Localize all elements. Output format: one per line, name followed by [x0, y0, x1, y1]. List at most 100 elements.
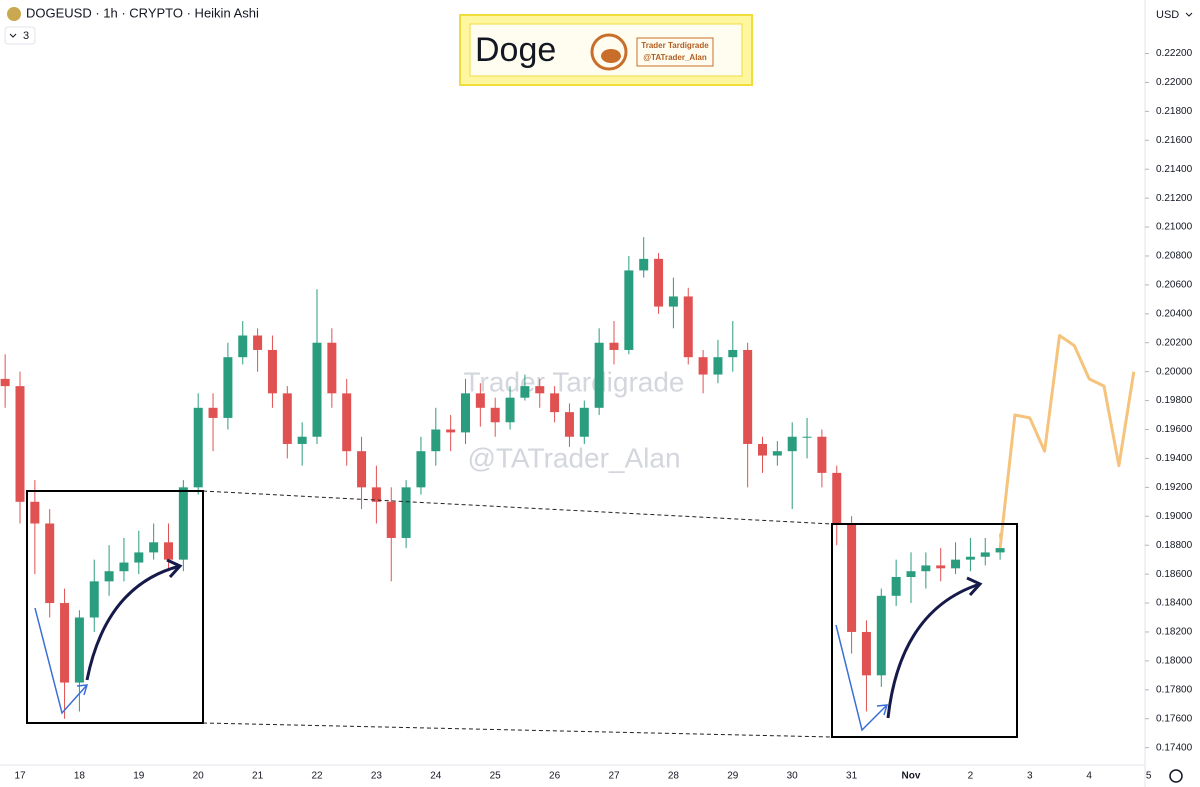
x-tick-label: 22: [311, 771, 323, 782]
candle-body: [134, 552, 144, 563]
candle-body: [758, 443, 767, 456]
arrowhead: [876, 704, 889, 716]
candle-body: [386, 501, 396, 538]
x-tick-label: 19: [133, 771, 145, 782]
y-tick-label: 0.21400: [1156, 164, 1193, 175]
candle-body: [45, 523, 55, 604]
candle-body: [535, 386, 545, 394]
candle-body: [847, 523, 857, 632]
candle-body: [223, 357, 233, 418]
y-tick-label: 0.22200: [1156, 48, 1193, 59]
y-tick-label: 0.19800: [1156, 395, 1193, 406]
curved-arrow: [85, 564, 181, 681]
candle-body: [104, 571, 114, 582]
pattern-box: [26, 490, 204, 724]
arrowhead: [966, 576, 983, 597]
y-tick-label: 0.17800: [1156, 684, 1193, 695]
y-tick-label: 0.21800: [1156, 106, 1193, 117]
candle-body: [951, 559, 961, 569]
y-tick-label: 0.19400: [1156, 453, 1193, 464]
candle-body: [490, 407, 500, 423]
candle-body: [342, 393, 352, 452]
candle-body: [74, 617, 84, 683]
y-tick-label: 0.19600: [1156, 424, 1193, 435]
candle-body: [564, 412, 574, 437]
candle-body: [60, 603, 70, 683]
candle-body: [980, 552, 990, 557]
blue-v-line: [835, 624, 888, 732]
pattern-box: [831, 523, 1018, 738]
brand-logo: [590, 33, 628, 71]
candle-body: [772, 451, 782, 456]
candle-body: [15, 386, 25, 502]
chart-title: DOGEUSD · 1h · CRYPTO · Heikin Ashi: [26, 5, 259, 20]
x-tick-label: 20: [193, 771, 205, 782]
y-tick-label: 0.18200: [1156, 627, 1193, 638]
candle-body: [550, 393, 560, 413]
y-tick-label: 0.20400: [1156, 308, 1193, 319]
x-tick-label: 18: [74, 771, 86, 782]
box-brand: Trader Tardigrade: [641, 41, 709, 50]
arrowhead: [166, 558, 183, 579]
candle-body: [802, 436, 812, 438]
candle-body: [461, 393, 470, 433]
candle-body: [475, 393, 485, 408]
candle-body: [30, 501, 40, 524]
x-tick-label: 31: [846, 771, 858, 782]
candle-body: [668, 296, 678, 307]
candle-body: [861, 631, 871, 676]
candle-body: [891, 577, 901, 596]
candle-body: [297, 436, 307, 444]
x-tick-label: 23: [371, 771, 383, 782]
settings-icon[interactable]: [1169, 769, 1183, 783]
candle-body: [238, 335, 248, 358]
candle-body: [995, 548, 1005, 553]
x-tick-label: Nov: [902, 771, 921, 782]
candle-body: [817, 436, 827, 473]
candle-body: [505, 397, 515, 423]
candle-body: [446, 429, 456, 433]
candle-body: [832, 472, 842, 524]
y-tick-label: 0.18800: [1156, 540, 1193, 551]
annotations: [26, 490, 1018, 738]
blue-v-line: [34, 607, 88, 715]
indicator-toggle[interactable]: [4, 26, 36, 45]
box-handle: @TATrader_Alan: [643, 53, 707, 62]
x-tick-label: 27: [608, 771, 620, 782]
candle-body: [357, 451, 367, 488]
candle-body: [89, 581, 99, 618]
candle-body: [253, 335, 263, 350]
currency-label[interactable]: USD: [1156, 9, 1179, 21]
x-tick-label: 21: [252, 771, 264, 782]
candle-body: [267, 349, 277, 394]
projection-line: [998, 334, 1136, 549]
candle-body: [639, 258, 649, 271]
x-tick-label: 4: [1086, 771, 1092, 782]
candle-body: [654, 258, 664, 307]
y-tick-label: 0.17400: [1156, 742, 1193, 753]
candle-body: [936, 565, 946, 569]
candle-body: [401, 487, 411, 538]
y-tick-label: 0.20600: [1156, 280, 1193, 291]
candle-body: [520, 386, 530, 398]
x-tick-label: 30: [787, 771, 799, 782]
arrowhead: [76, 684, 89, 696]
candle-body: [713, 357, 723, 375]
axes: 0.17400 0.17600 0.17800 0.18000 0.18200 0.184…: [14, 48, 1192, 781]
x-tick-label: 5: [1146, 771, 1152, 782]
x-tick-label: 28: [668, 771, 680, 782]
candle-body: [119, 562, 129, 572]
candle-body: [876, 595, 886, 676]
y-tick-label: 0.21200: [1156, 193, 1193, 204]
candle-body: [683, 296, 693, 358]
candle-body: [149, 542, 159, 553]
candle-body: [787, 436, 797, 452]
y-tick-label: 0.17600: [1156, 713, 1193, 724]
brand-box: [636, 37, 714, 67]
brand-logo: [601, 49, 621, 63]
y-tick-label: 0.18600: [1156, 569, 1193, 580]
candle-body: [921, 565, 931, 572]
curved-arrow: [886, 582, 981, 719]
y-tick-label: 0.21000: [1156, 222, 1193, 233]
